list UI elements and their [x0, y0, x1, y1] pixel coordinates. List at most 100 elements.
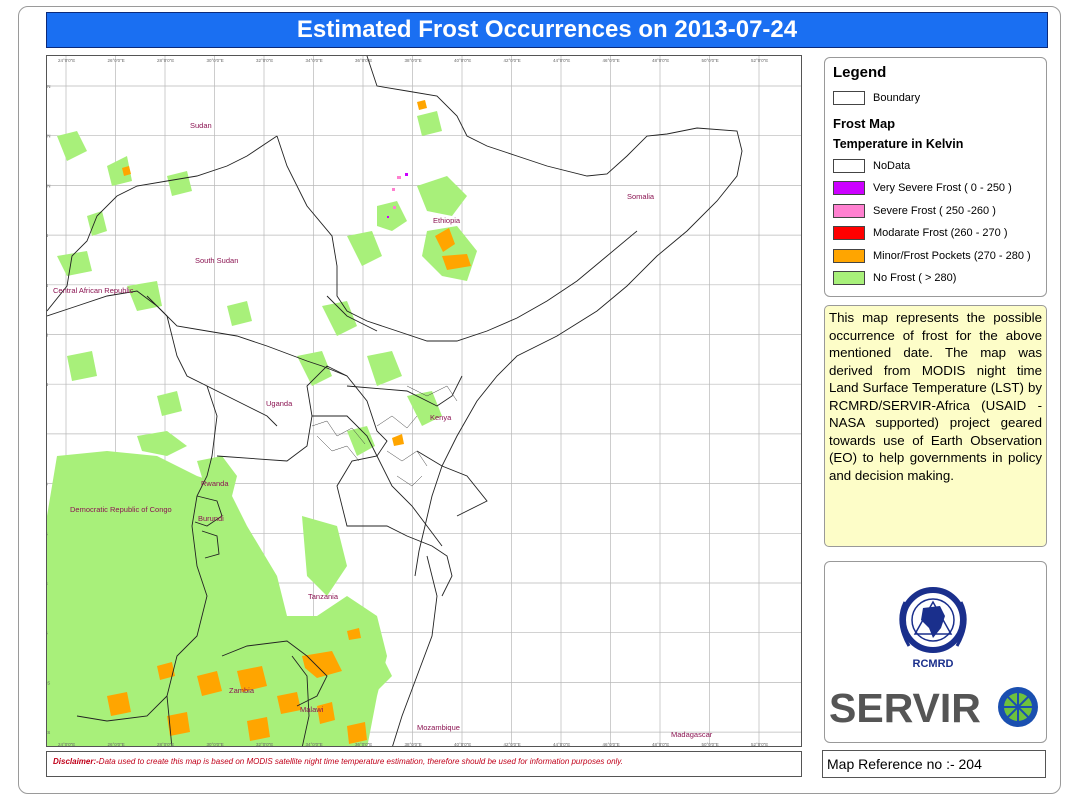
lat-tick-label: 10°0'0"N: [47, 183, 51, 188]
boundary-swatch: [833, 91, 865, 106]
lat-tick-label: 2°0'0"S: [47, 482, 48, 487]
disclaimer-prefix: Disclaimer:-: [53, 757, 99, 766]
lon-tick-label: 24°0'0"E: [58, 58, 75, 63]
legend-swatch: [833, 226, 865, 241]
legend-swatch: [833, 248, 865, 263]
lat-tick-label: 4°0'0"S: [47, 531, 48, 536]
lat-tick-label: 6°0'0"S: [47, 581, 48, 586]
lat-tick-label: 4°0'0"N: [47, 333, 48, 338]
lon-tick-label: 26°0'0"E: [108, 742, 125, 747]
legend-heading: Legend: [833, 64, 887, 81]
label-sudan: Sudan: [190, 121, 212, 130]
disclaimer: Disclaimer:-Data used to create this map…: [46, 751, 802, 777]
legend-class-row: No Frost ( > 280): [833, 267, 1038, 290]
lon-tick-label: 30°0'0"E: [207, 58, 224, 63]
lon-tick-label: 28°0'0"E: [157, 742, 174, 747]
lon-tick-label: 46°0'0"E: [603, 58, 620, 63]
lon-tick-label: 44°0'0"E: [553, 742, 570, 747]
lon-tick-label: 32°0'0"E: [256, 742, 273, 747]
lon-tick-label: 48°0'0"E: [652, 58, 669, 63]
severe-frost-areas: [387, 173, 408, 218]
map-canvas: Sudan Somalia Ethiopia South Sudan Centr…: [47, 56, 801, 747]
lon-tick-label: 52°0'0"E: [751, 742, 768, 747]
legend-panel: Legend Boundary Frost Map Temperature in…: [824, 57, 1047, 297]
lon-tick-label: 40°0'0"E: [454, 58, 471, 63]
legend-class-row: Very Severe Frost ( 0 - 250 ): [833, 177, 1038, 200]
admin-boundaries: [311, 385, 458, 487]
rcmrd-text: RCMRD: [913, 658, 954, 670]
label-somalia: Somalia: [627, 192, 655, 201]
disclaimer-text: Data used to create this map is based on…: [98, 757, 623, 766]
lat-tick-label: 8°0'0"N: [47, 233, 48, 238]
label-ethiopia: Ethiopia: [433, 216, 461, 225]
lon-tick-label: 48°0'0"E: [652, 742, 669, 747]
frost-map[interactable]: Sudan Somalia Ethiopia South Sudan Centr…: [46, 55, 802, 747]
label-kenya: Kenya: [430, 413, 452, 422]
legend-class-row: Modarate Frost (260 - 270 ): [833, 222, 1038, 245]
lon-tick-label: 44°0'0"E: [553, 58, 570, 63]
servir-text: SERVIR: [829, 685, 981, 731]
lat-tick-label: 8°0'0"S: [47, 631, 48, 636]
lon-tick-label: 24°0'0"E: [58, 742, 75, 747]
lon-tick-label: 50°0'0"E: [702, 742, 719, 747]
map-description: This map represents the possible occurre…: [824, 305, 1047, 547]
legend-class-label: Very Severe Frost ( 0 - 250 ): [873, 182, 1012, 195]
lon-tick-label: 26°0'0"E: [108, 58, 125, 63]
legend-class-label: Minor/Frost Pockets (270 - 280 ): [873, 249, 1031, 262]
lat-tick-label: 6°0'0"N: [47, 283, 48, 288]
page-frame: [18, 6, 1061, 794]
label-burundi: Burundi: [198, 514, 224, 523]
lon-tick-label: 30°0'0"E: [207, 742, 224, 747]
lon-tick-label: 34°0'0"E: [306, 742, 323, 747]
map-reference: Map Reference no :- 204: [822, 750, 1046, 778]
lon-tick-label: 42°0'0"E: [504, 742, 521, 747]
frost-map-heading: Frost Map: [833, 115, 896, 131]
legend-swatch: [833, 203, 865, 218]
label-rwanda: Rwanda: [201, 479, 229, 488]
legend-class-label: Modarate Frost (260 - 270 ): [873, 227, 1008, 240]
lon-tick-label: 40°0'0"E: [454, 742, 471, 747]
label-uganda: Uganda: [266, 399, 293, 408]
lat-tick-label: 2°0'0"N: [47, 382, 48, 387]
no-frost-areas: [47, 111, 477, 746]
lat-tick-label: 14°0'0"N: [47, 84, 51, 89]
temperature-heading: Temperature in Kelvin: [833, 136, 964, 151]
legend-boundary-row: Boundary: [833, 87, 1038, 110]
lon-tick-label: 46°0'0"E: [603, 742, 620, 747]
label-democratic-republic-of-congo: Democratic Republic of Congo: [70, 505, 172, 514]
lon-tick-label: 38°0'0"E: [405, 58, 422, 63]
legend-class-row: Severe Frost ( 250 -260 ): [833, 200, 1038, 223]
country-labels: Sudan Somalia Ethiopia South Sudan Centr…: [53, 121, 713, 739]
lat-tick-label: 12°0'0"S: [47, 730, 50, 735]
lon-tick-label: 32°0'0"E: [256, 58, 273, 63]
label-zambia: Zambia: [229, 686, 255, 695]
lat-tick-label: 10°0'0"S: [47, 680, 50, 685]
lon-tick-label: 34°0'0"E: [306, 58, 323, 63]
minor-frost-areas: [107, 100, 471, 744]
lon-tick-label: 38°0'0"E: [405, 742, 422, 747]
lon-tick-label: 36°0'0"E: [355, 742, 372, 747]
lat-tick-label: 12°0'0"N: [47, 134, 51, 139]
lon-tick-label: 50°0'0"E: [702, 58, 719, 63]
legend-swatch: [833, 181, 865, 196]
legend-class-row: Minor/Frost Pockets (270 - 280 ): [833, 245, 1038, 268]
legend-swatch: [833, 271, 865, 286]
label-mozambique: Mozambique: [417, 723, 460, 732]
lon-tick-label: 52°0'0"E: [751, 58, 768, 63]
legend-class-label: NoData: [873, 159, 911, 172]
legend-class-label: Severe Frost ( 250 -260 ): [873, 204, 996, 217]
legend-class-label: No Frost ( > 280): [873, 272, 957, 285]
legend-class-row: NoData: [833, 155, 1038, 178]
rcmrd-logo: RCMRD SERVIR: [829, 587, 1038, 731]
label-central-african-republic: Central African Republic: [53, 286, 134, 295]
label-malawi: Malawi: [300, 705, 324, 714]
label-tanzania: Tanzania: [308, 592, 339, 601]
label-south-sudan: South Sudan: [195, 256, 238, 265]
label-madagascar: Madagascar: [671, 730, 713, 739]
lon-tick-label: 28°0'0"E: [157, 58, 174, 63]
logos-panel: RCMRD SERVIR: [824, 561, 1047, 743]
legend-swatch: [833, 158, 865, 173]
lon-tick-label: 36°0'0"E: [355, 58, 372, 63]
boundary-label: Boundary: [873, 92, 921, 105]
map-title: Estimated Frost Occurrences on 2013-07-2…: [46, 12, 1048, 48]
